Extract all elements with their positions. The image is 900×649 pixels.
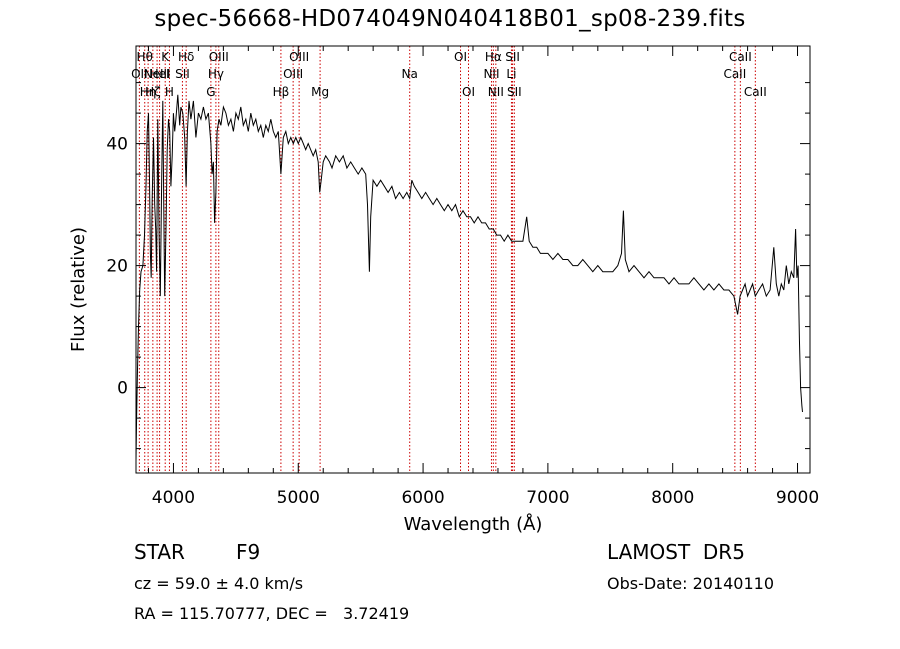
x-tick-label: 6000 xyxy=(401,488,444,508)
spectral-line-label: NII xyxy=(488,85,504,99)
spectral-line-label: SII xyxy=(507,85,522,99)
spectral-line-label: G xyxy=(206,85,215,99)
x-tick-label: 5000 xyxy=(277,488,320,508)
spectrum-series-line xyxy=(135,94,803,461)
spectral-line-label: OII xyxy=(131,67,148,81)
spectral-line-label: NII xyxy=(483,67,499,81)
spectral-line-label: Hβ xyxy=(273,85,290,99)
x-axis-label: Wavelength (Å) xyxy=(404,513,543,535)
y-axis-label: Flux (relative) xyxy=(68,227,89,352)
object-subclass: F9 xyxy=(236,540,261,564)
x-tick-label: 8000 xyxy=(651,488,694,508)
spectral-line-label: CaII xyxy=(729,50,752,64)
x-tick-label: 7000 xyxy=(526,488,569,508)
spectral-line-label: Hα xyxy=(485,50,502,64)
spectral-line-label: Mg xyxy=(311,85,329,99)
spectral-line-label: CaII xyxy=(744,85,767,99)
observation-date: Obs-Date: 20140110 xyxy=(607,574,775,593)
x-tick-label: 9000 xyxy=(776,488,819,508)
spectral-line-label: Hδ xyxy=(178,50,194,64)
spectral-line-label: HeI xyxy=(150,67,170,81)
spectral-line-label: SII xyxy=(175,67,190,81)
redshift-value: cz = 59.0 ± 4.0 km/s xyxy=(134,574,304,593)
spectral-line-label: Hγ xyxy=(208,67,224,81)
coordinates: RA = 115.70777, DEC = 3.72419 xyxy=(134,604,410,623)
spectral-line-label: OIII xyxy=(209,50,229,64)
spectral-line-label: CaII xyxy=(723,67,746,81)
survey-name: LAMOST DR5 xyxy=(607,540,745,564)
plot-frame xyxy=(135,45,811,474)
spectral-line-label: Hζ xyxy=(145,85,161,99)
spectral-line-label: Na xyxy=(402,67,418,81)
x-tick-label: 4000 xyxy=(152,488,195,508)
spectral-line-label: OI xyxy=(454,50,467,64)
spectral-line-label: Hη xyxy=(140,85,157,99)
axis-ticks-layer: 4000 5000 6000 7000 8000 9000 0 20 40 xyxy=(106,46,819,508)
spectral-line-label: OIII xyxy=(289,50,309,64)
line-markers-layer xyxy=(138,46,756,473)
spectral-line-label: Li xyxy=(506,67,516,81)
y-tick-label: 20 xyxy=(106,257,128,277)
line-labels-layer: OIIHθHηHζNeIIIHeIKHSIIHδGHγOIIIHβOIIIOII… xyxy=(131,50,767,99)
spectral-line-label: OIII xyxy=(283,67,303,81)
object-class: STAR xyxy=(134,540,185,564)
y-tick-label: 40 xyxy=(106,135,128,155)
spectral-line-label: NeIII xyxy=(144,67,171,81)
spectral-line-label: SII xyxy=(505,50,520,64)
spectral-line-label: K xyxy=(161,50,170,64)
chart-title: spec-56668-HD074049N040418B01_sp08-239.f… xyxy=(154,6,746,32)
spectral-line-label: Hθ xyxy=(137,50,153,64)
spectral-line-label: H xyxy=(165,85,174,99)
spectral-line-label: OI xyxy=(462,85,475,99)
y-tick-label: 0 xyxy=(117,379,128,399)
